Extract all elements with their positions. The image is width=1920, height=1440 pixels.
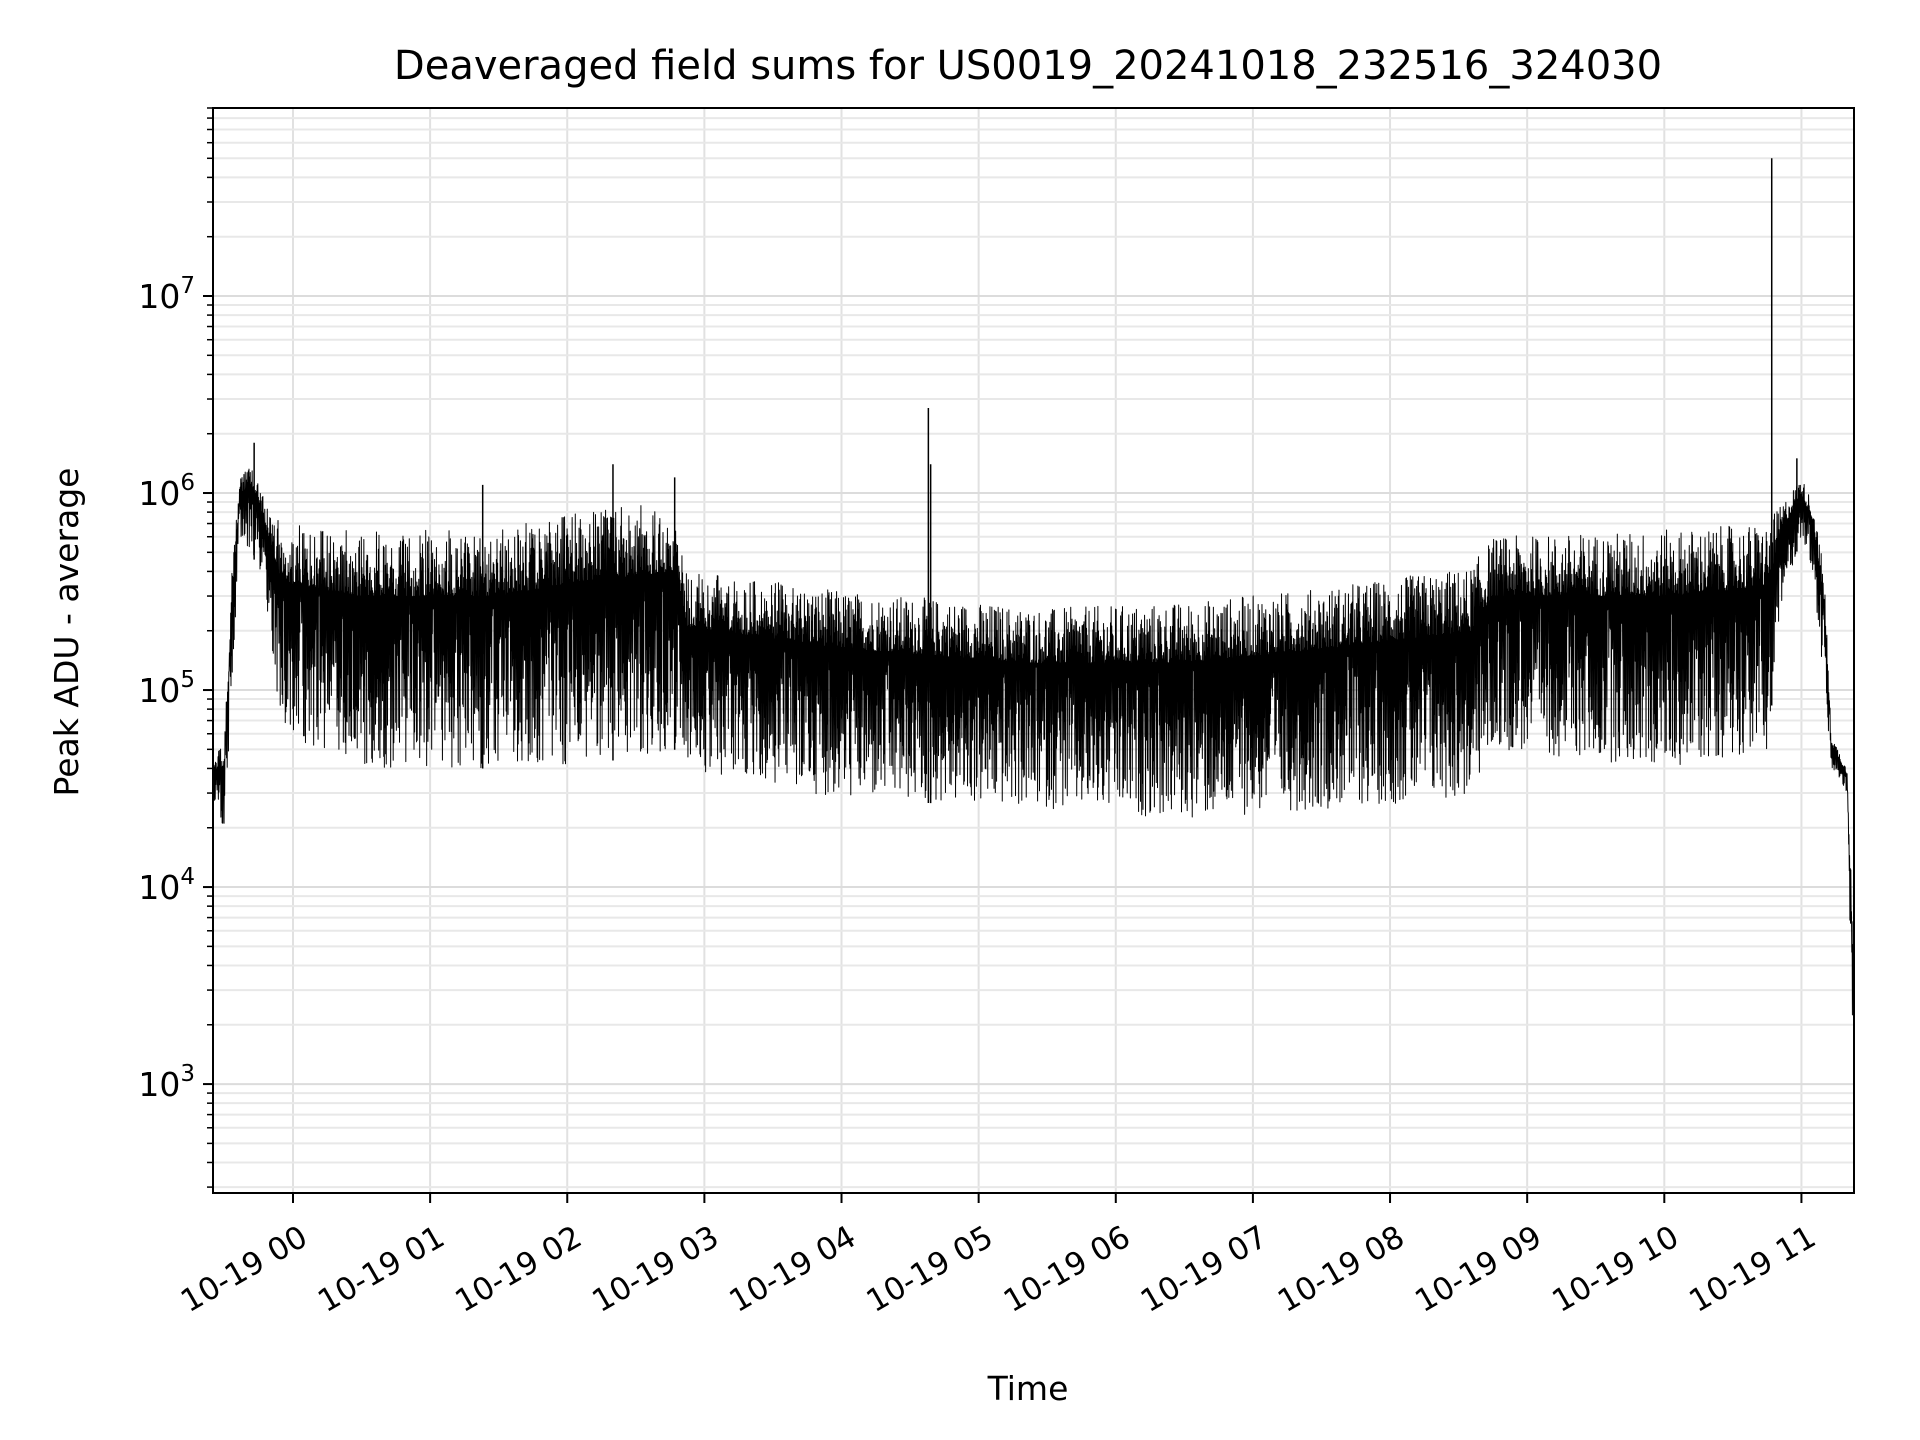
y-tick-label-base: 10 [138, 474, 180, 513]
plot-frame [212, 107, 1855, 1194]
y-tick-label: 107 [138, 273, 195, 316]
y-tick-label-exponent: 6 [180, 470, 195, 496]
y-tick-label-base: 10 [138, 671, 180, 710]
y-tick-label-exponent: 7 [180, 273, 195, 299]
y-tick-label-base: 10 [138, 1065, 180, 1104]
series-trace [212, 468, 1855, 1016]
chart-title: Deaveraged field sums for US0019_2024101… [394, 43, 1662, 89]
y-tick-label: 103 [138, 1061, 195, 1104]
y-tick-label: 105 [138, 667, 195, 710]
y-tick-label-exponent: 5 [180, 667, 195, 693]
y-tick-label-base: 10 [138, 277, 180, 316]
y-tick-label-exponent: 4 [180, 864, 195, 890]
x-axis-label: Time [987, 1369, 1069, 1408]
y-tick-label: 104 [138, 864, 195, 907]
series-line [212, 158, 1855, 1016]
y-tick-label: 106 [138, 470, 195, 513]
y-tick-label-exponent: 3 [180, 1061, 195, 1087]
y-tick-label-base: 10 [138, 868, 180, 907]
y-axis-label: Peak ADU - average [47, 468, 86, 797]
labels: Deaveraged field sums for US0019_2024101… [47, 43, 1662, 1408]
